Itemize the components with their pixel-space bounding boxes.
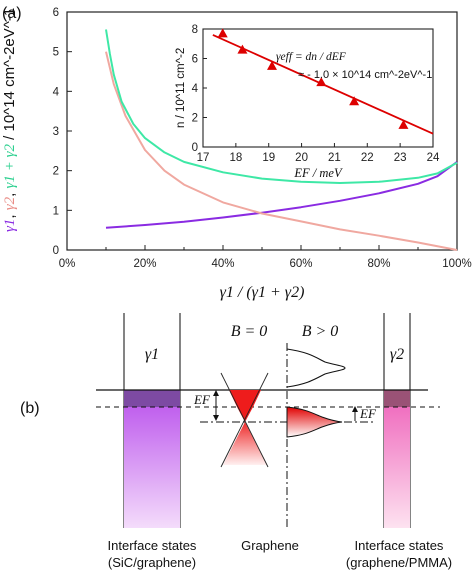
inset-data-point	[267, 60, 277, 70]
inset-xtick-label: 21	[328, 152, 341, 164]
main-xlabel: γ1 / (γ1 + γ2)	[220, 284, 305, 301]
main-xtick-label: 20%	[133, 258, 156, 270]
landau-peak-lower	[286, 406, 343, 438]
b-positive-label: B > 0	[302, 323, 339, 340]
caption-mid: Graphene	[241, 538, 299, 553]
dirac-cone-lower	[223, 422, 267, 465]
main-chart-series	[105, 29, 458, 251]
main-ylabel: γ1, γ2, γ1 + γ2 / 10^14 cm^-2eV^-1	[1, 8, 18, 232]
ef-label-right: EF	[359, 406, 377, 421]
band-diagram: γ1 γ2 EF B = 0 B > 0 EF Inte	[96, 313, 452, 570]
ef-arrow-left-head-up	[213, 390, 219, 396]
ef-arrow-right-head	[352, 406, 358, 412]
inset-ytick-label: 6	[192, 54, 198, 66]
gamma1-label: γ1	[145, 346, 159, 363]
left-states-dark	[124, 390, 180, 407]
ylabel-gamma1: γ1	[2, 219, 18, 232]
ef-label-left: EF	[193, 392, 211, 407]
inset-annotation-2: ≈ - 1.0 × 10^14 cm^-2eV^-1	[298, 69, 432, 81]
caption-left-1: Interface states	[108, 538, 197, 553]
inset-annotation-1: γeff = dn / dEF	[276, 51, 347, 63]
inset-chart-marks	[212, 28, 434, 135]
inset-xtick-label: 23	[394, 152, 407, 164]
caption-left-2: (SiC/graphene)	[108, 555, 196, 570]
ef-arrow-left-head-down	[213, 415, 219, 421]
main-ytick-label: 4	[53, 86, 60, 98]
main-xtick-label: 40%	[211, 258, 234, 270]
inset-xtick-label: 24	[427, 152, 440, 164]
main-ytick-label: 5	[53, 47, 59, 59]
inset-xtick-label: 18	[229, 152, 242, 164]
inset-ytick-label: 8	[192, 24, 198, 36]
caption-right-1: Interface states	[355, 538, 444, 553]
right-states-dark	[384, 390, 410, 407]
main-ytick-label: 2	[53, 166, 59, 178]
main-xtick-label: 80%	[367, 258, 390, 270]
dirac-cone-edge-2	[220, 372, 269, 468]
inset-data-point	[316, 77, 327, 87]
b-zero-label: B = 0	[231, 323, 268, 340]
inset-ytick-label: 4	[192, 83, 199, 95]
inset-data-point	[217, 28, 228, 38]
inset-ylabel: n / 10^11 cm^-2	[175, 48, 187, 128]
inset-xlabel: EF / meV	[293, 166, 343, 180]
ylabel-sum: γ1 + γ2	[2, 144, 18, 189]
main-series-line-3	[105, 29, 458, 184]
inset-ytick-label: 0	[192, 142, 198, 154]
caption-right-2: (graphene/PMMA)	[346, 555, 452, 570]
main-series-line-2	[105, 51, 458, 251]
panel-label-a: (a)	[2, 5, 22, 22]
right-states-filled	[384, 407, 410, 528]
main-series-line-1	[105, 161, 458, 229]
inset-data-point	[398, 119, 409, 129]
inset-ytick-label: 2	[192, 113, 198, 125]
inset-xtick-label: 17	[197, 152, 210, 164]
inset-xtick-label: 19	[262, 152, 275, 164]
main-xtick-label: 100%	[442, 258, 471, 270]
landau-peak-upper	[286, 348, 346, 388]
main-xtick-label: 60%	[289, 258, 312, 270]
inset-xtick-label: 20	[295, 152, 308, 164]
inset-data-point	[237, 44, 248, 54]
main-ytick-label: 1	[53, 205, 59, 217]
inset-xtick-label: 22	[361, 152, 374, 164]
panel-label-b: (b)	[20, 400, 40, 417]
ylabel-gamma2: γ2	[2, 196, 18, 210]
main-ytick-label: 0	[53, 245, 59, 257]
gamma2-label: γ2	[390, 346, 404, 363]
main-xtick-label: 0%	[59, 258, 76, 270]
main-ytick-label: 6	[53, 7, 59, 19]
main-ytick-label: 3	[53, 126, 59, 138]
left-states-filled	[124, 407, 180, 528]
ylabel-unit: / 10^14 cm^-2eV^-1	[1, 8, 18, 140]
inset-data-point	[349, 96, 360, 106]
